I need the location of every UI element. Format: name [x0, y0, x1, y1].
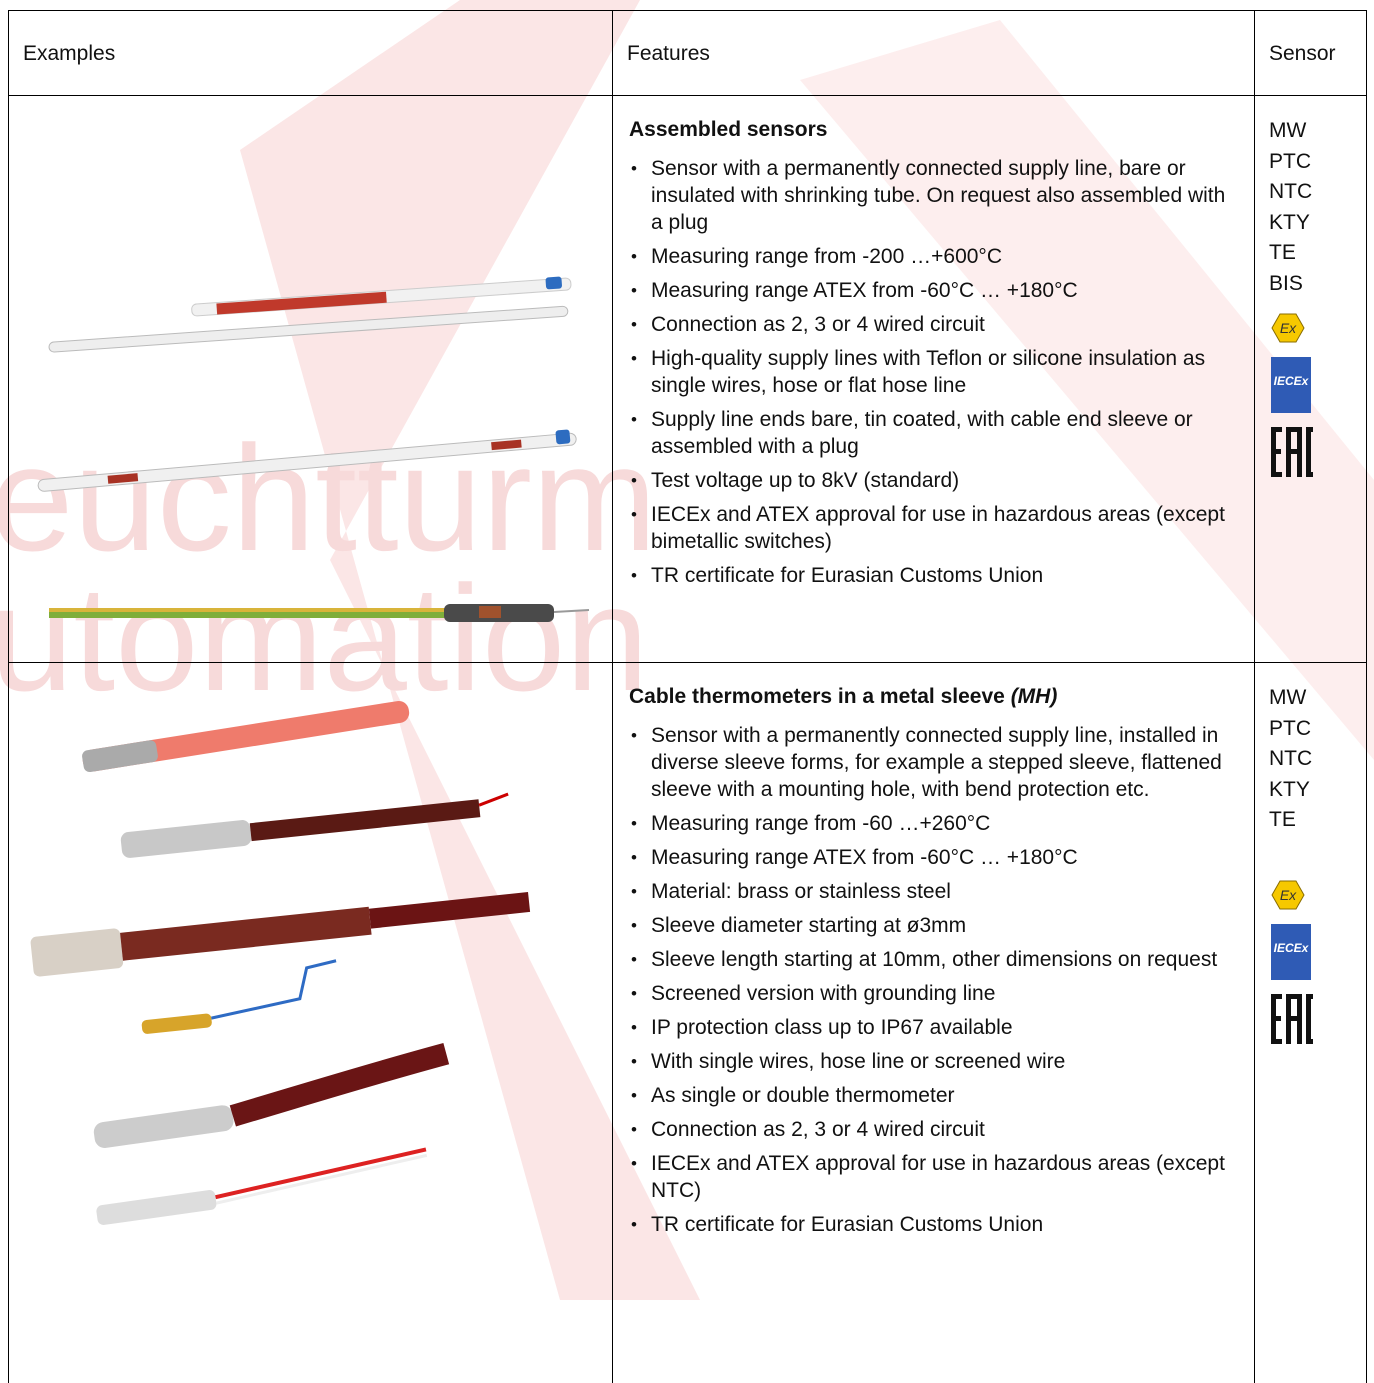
- logo-shape: [1271, 1015, 1281, 1021]
- logo-shape: [1271, 449, 1281, 454]
- header-cell: Sensor: [1254, 10, 1367, 96]
- logo-shape: [1271, 313, 1305, 343]
- logo-shape: [1286, 427, 1302, 432]
- header-cell: Examples: [8, 10, 613, 96]
- feature-list: Sensor with a permanently connected supp…: [629, 722, 1240, 1238]
- features-cell: Cable thermometers in a metal sleeve (MH…: [612, 662, 1255, 1383]
- examples-cell: [8, 95, 613, 663]
- sensor-type: TE: [1269, 241, 1296, 264]
- feature-item: Material: brass or stainless steel: [631, 878, 1240, 905]
- logo-shape: [1271, 993, 1282, 999]
- logo-shape: [1306, 993, 1313, 999]
- product-illustrations: [37, 276, 590, 622]
- sensor-cell: MW PTC NTC KTY TE BIS Ex IECEx: [1254, 95, 1367, 663]
- logo-shape: [1306, 472, 1313, 477]
- logo-shape: [1271, 1038, 1282, 1044]
- feature-item: TR certificate for Eurasian Customs Unio…: [631, 562, 1240, 589]
- header-row: Examples Features Sensor: [8, 10, 1367, 96]
- feature-item: TR certificate for Eurasian Customs Unio…: [631, 1211, 1240, 1238]
- feature-item: Supply line ends bare, tin coated, with …: [631, 406, 1240, 460]
- atex-logo: Ex: [1271, 880, 1305, 909]
- feature-item: Sensor with a permanently connected supp…: [631, 155, 1240, 236]
- eac-logo: [1271, 993, 1313, 1044]
- eac-logo: [1271, 427, 1313, 477]
- iecex-logo: IECEx: [1271, 923, 1311, 980]
- sensor-type: KTY: [1269, 210, 1310, 234]
- logo-text: IECEx: [1274, 374, 1310, 388]
- product-table: Examples Features Sensor Assembled senso…: [8, 10, 1367, 1383]
- logo-shape: [1271, 427, 1282, 432]
- feature-item: Measuring range ATEX from -60°C … +180°C: [631, 277, 1240, 304]
- sensor-type: PTC: [1269, 149, 1311, 173]
- sensor-type: NTC: [1269, 747, 1313, 770]
- product-illustrations: [30, 700, 531, 1225]
- feature-item: Sleeve length starting at 10mm, other di…: [631, 946, 1240, 973]
- feature-item: Measuring range from -200 …+600°C: [631, 243, 1240, 270]
- feature-title: Cable thermometers in a metal sleeve (MH…: [629, 683, 1240, 710]
- table-row: Cable thermometers in a metal sleeve (MH…: [8, 662, 1367, 1383]
- feature-item: High-quality supply lines with Teflon or…: [631, 345, 1240, 399]
- logo-text: Ex: [1280, 887, 1297, 903]
- feature-item: Measuring range ATEX from -60°C … +180°C: [631, 844, 1240, 871]
- feature-item: Screened version with grounding line: [631, 980, 1240, 1007]
- examples-cell: [8, 662, 613, 1383]
- feature-item: IECEx and ATEX approval for use in hazar…: [631, 1150, 1240, 1204]
- sensor-type: BIS: [1269, 271, 1303, 295]
- sensor-type: KTY: [1269, 777, 1310, 801]
- logo-text: Ex: [1280, 320, 1297, 336]
- logo-shape: [1271, 357, 1311, 413]
- logo-shape: [1271, 923, 1311, 980]
- logo-shape: [1306, 427, 1311, 477]
- spacer: [1269, 836, 1358, 866]
- features-cell: Assembled sensors Sensor with a permanent…: [612, 95, 1255, 663]
- feature-list: Sensor with a permanently connected supp…: [629, 155, 1240, 589]
- sensor-type: NTC: [1269, 180, 1313, 203]
- logo-shape: [1271, 472, 1282, 477]
- table-body: Assembled sensors Sensor with a permanent…: [8, 95, 1367, 1383]
- feature-item: Sensor with a permanently connected supp…: [631, 722, 1240, 803]
- sensor-type: PTC: [1269, 716, 1311, 740]
- feature-item: Connection as 2, 3 or 4 wired circuit: [631, 311, 1240, 338]
- logo-shape: [1286, 449, 1302, 454]
- feature-item: Sleeve diameter starting at ø3mm: [631, 912, 1240, 939]
- logo-shape: [1286, 993, 1302, 999]
- sensor-type: MW: [1269, 119, 1307, 142]
- table-row: Assembled sensors Sensor with a permanent…: [8, 95, 1367, 663]
- title-text: Cable thermometers in a metal sleeve: [629, 685, 1005, 708]
- feature-item: With single wires, hose line or screened…: [631, 1048, 1240, 1075]
- logo-shape: [1306, 427, 1313, 432]
- sensor-cell: MW PTC NTC KTY TE Ex IECEx: [1254, 662, 1367, 1383]
- iecex-logo: IECEx: [1271, 357, 1311, 413]
- feature-item: Measuring range from -60 …+260°C: [631, 810, 1240, 837]
- sensor-type: TE: [1269, 808, 1296, 831]
- logo-shape: [1306, 993, 1311, 1044]
- logo-shape: [1306, 1038, 1313, 1044]
- feature-item: Connection as 2, 3 or 4 wired circuit: [631, 1116, 1240, 1143]
- atex-logo: Ex: [1271, 313, 1305, 343]
- feature-title: Assembled sensors: [629, 116, 1240, 143]
- header-cell: Features: [612, 10, 1255, 96]
- logo-shape: [1286, 1015, 1302, 1021]
- title-text: Assembled sensors: [629, 118, 828, 141]
- feature-item: As single or double thermometer: [631, 1082, 1240, 1109]
- sensor-type: MW: [1269, 686, 1307, 709]
- feature-item: IP protection class up to IP67 available: [631, 1014, 1240, 1041]
- feature-item: IECEx and ATEX approval for use in hazar…: [631, 501, 1240, 555]
- title-suffix: (MH): [1010, 685, 1058, 708]
- feature-item: Test voltage up to 8kV (standard): [631, 467, 1240, 494]
- logo-shape: [1271, 880, 1305, 909]
- logo-text: IECEx: [1274, 941, 1310, 955]
